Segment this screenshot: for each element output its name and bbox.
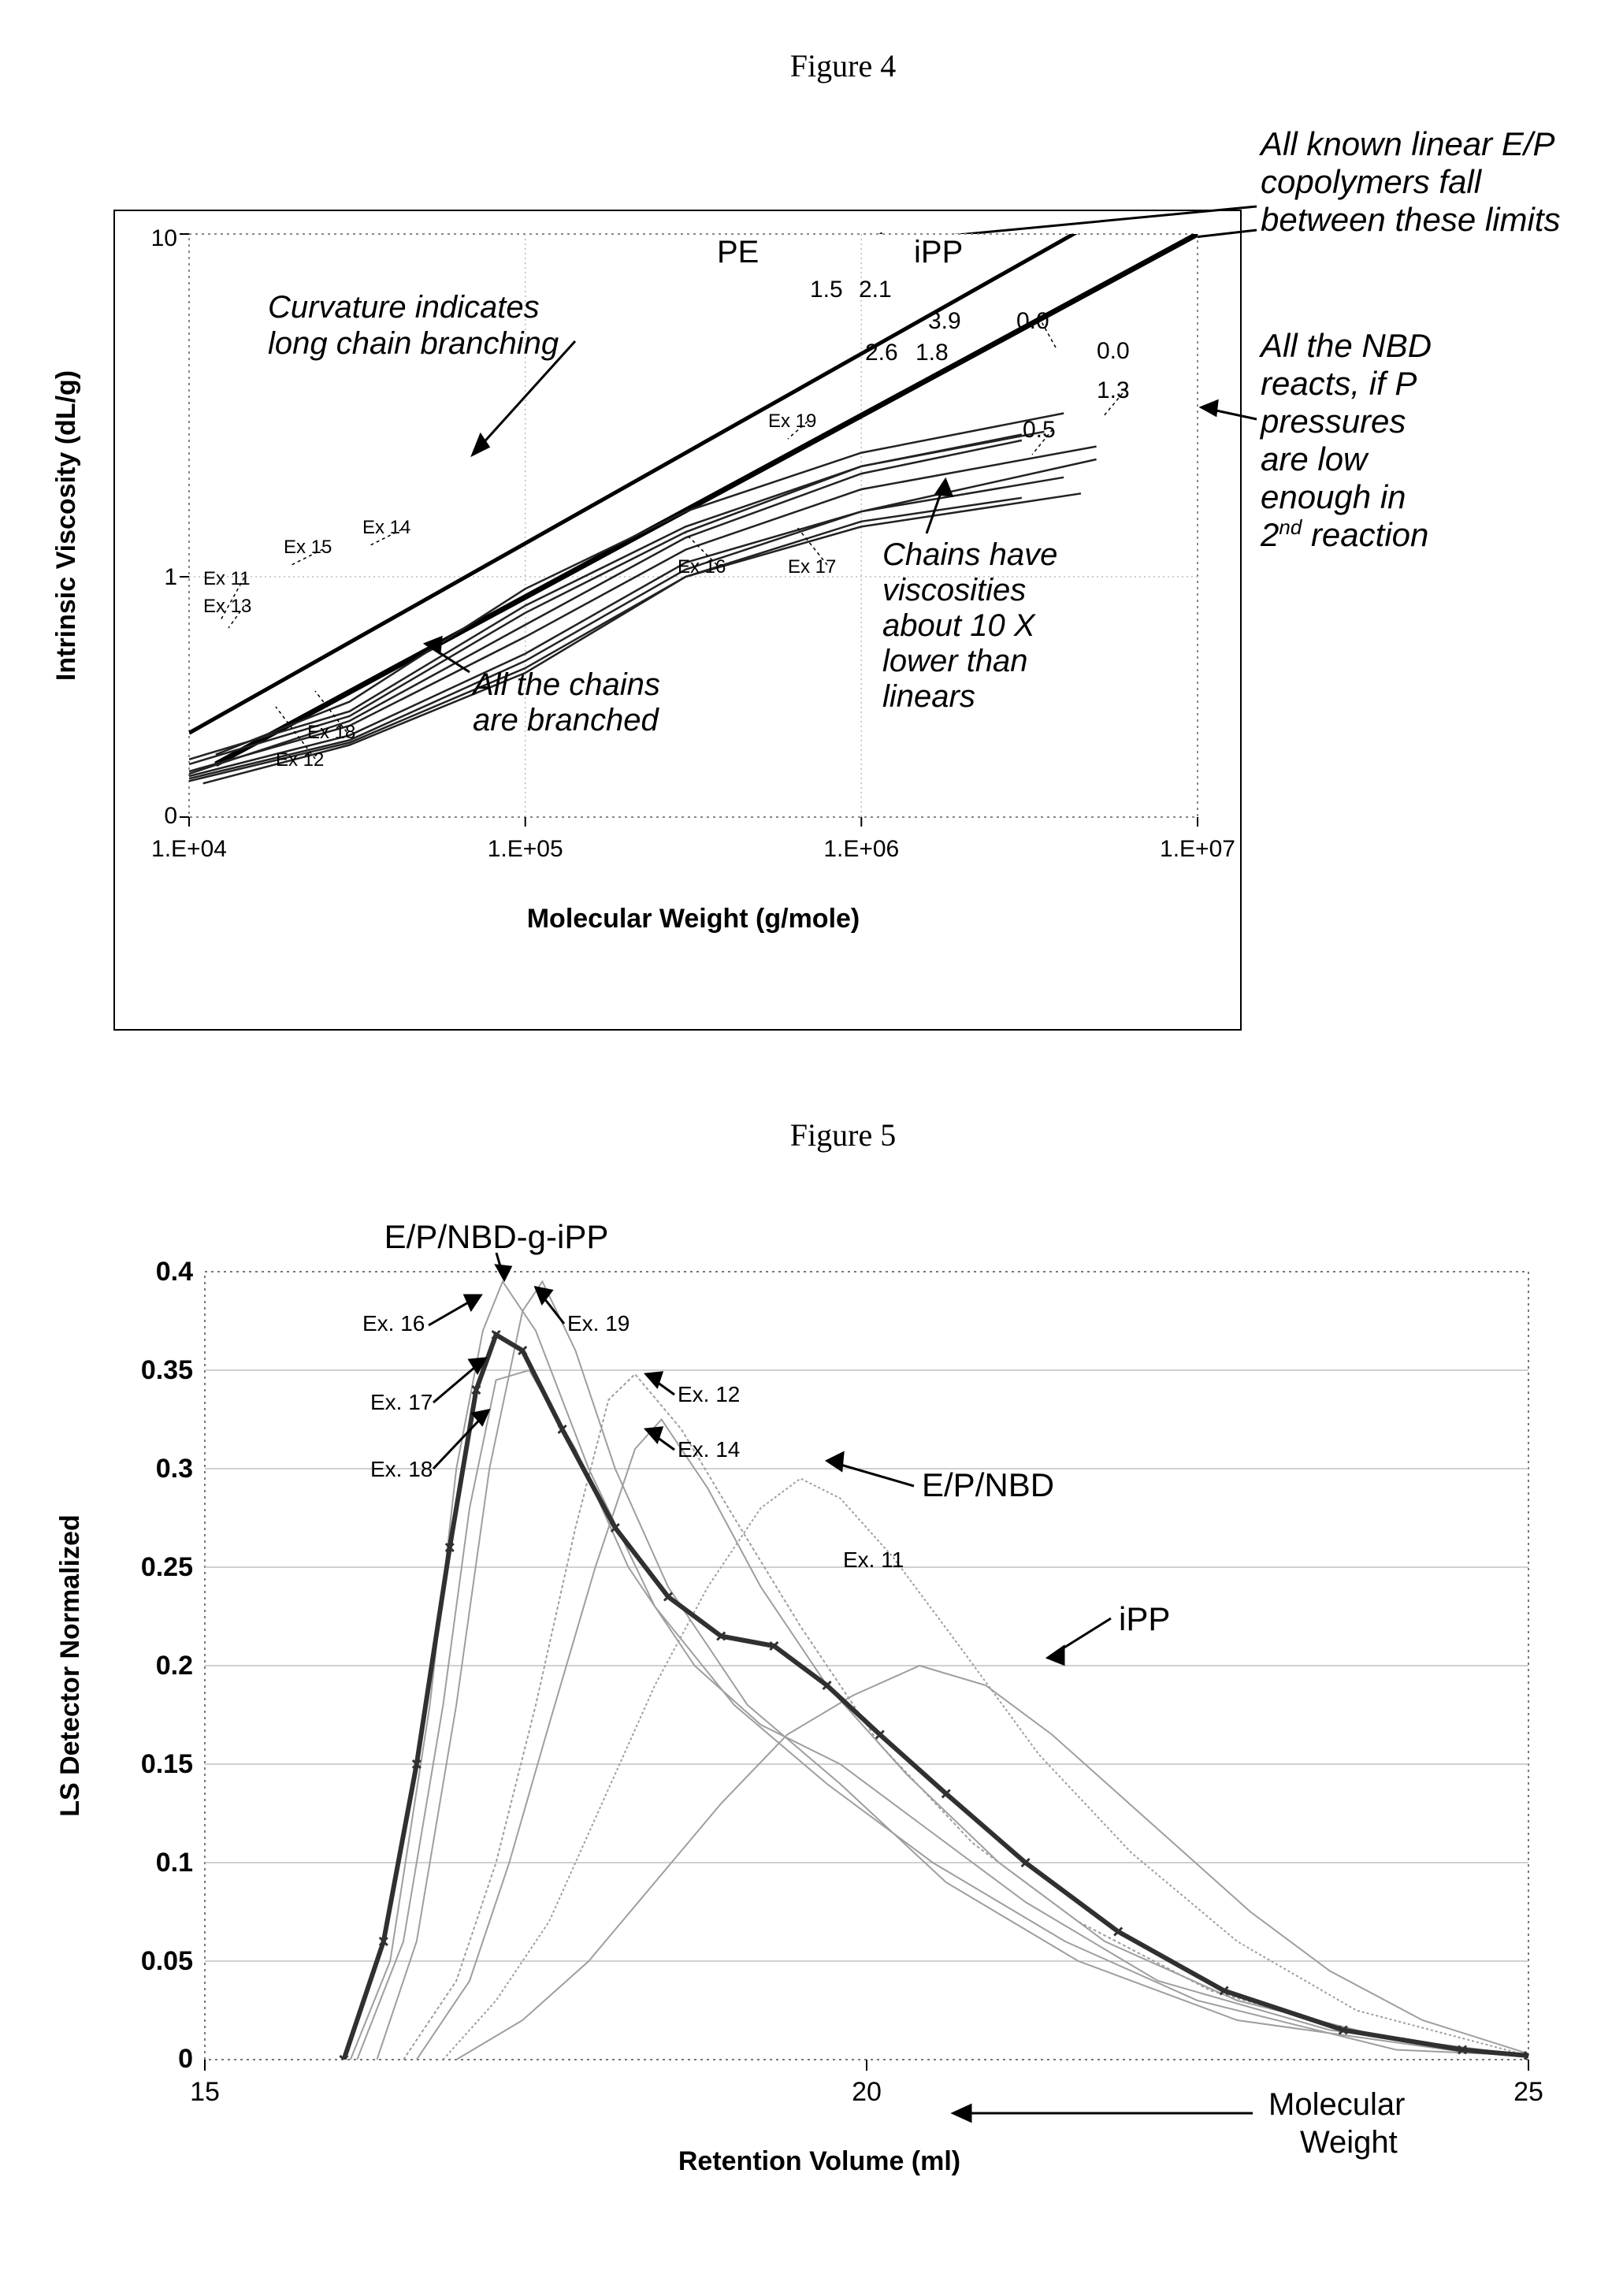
figure5-ipp-label: iPP — [1119, 1600, 1170, 1637]
svg-text:between these limits: between these limits — [1261, 201, 1561, 238]
svg-text:0: 0 — [164, 803, 177, 829]
svg-text:2.6: 2.6 — [865, 340, 898, 366]
svg-text:2nd reaction: 2nd reaction — [1260, 515, 1428, 553]
svg-text:Ex. 12: Ex. 12 — [678, 1382, 740, 1406]
figure4-annotation-right-side: All the NBD reacts, if P pressures are l… — [1258, 327, 1432, 553]
svg-text:1.E+07: 1.E+07 — [1160, 836, 1235, 862]
page: Figure 4 All known linear E/P copolymers… — [32, 47, 1623, 2201]
svg-text:Ex. 11: Ex. 11 — [843, 1547, 904, 1572]
svg-text:0.1: 0.1 — [156, 1848, 193, 1878]
svg-text:0.15: 0.15 — [141, 1749, 193, 1779]
figure5-top-label: E/P/NBD-g-iPP — [384, 1218, 609, 1255]
svg-text:Ex. 19: Ex. 19 — [567, 1311, 630, 1336]
svg-text:3.9: 3.9 — [928, 308, 961, 334]
svg-text:Ex. 17: Ex. 17 — [370, 1390, 433, 1414]
figure5-svg: 0 0.05 0.1 0.15 0.2 0.25 0.3 0.35 0.4 15… — [32, 1177, 1623, 2201]
svg-text:Molecular: Molecular — [1268, 2087, 1405, 2122]
svg-text:Weight: Weight — [1300, 2125, 1398, 2160]
svg-text:2.1: 2.1 — [859, 277, 892, 303]
svg-text:20: 20 — [852, 2077, 882, 2107]
svg-text:Ex 18: Ex 18 — [307, 722, 355, 743]
svg-text:lower than: lower than — [882, 644, 1028, 678]
svg-text:25: 25 — [1513, 2077, 1543, 2107]
svg-text:0.3: 0.3 — [156, 1454, 193, 1484]
svg-text:0.5: 0.5 — [1023, 417, 1056, 443]
svg-text:0.2: 0.2 — [156, 1651, 193, 1681]
figure5-yticks: 0 0.05 0.1 0.15 0.2 0.25 0.3 0.35 0.4 — [141, 1257, 193, 2074]
svg-text:linears: linears — [882, 679, 975, 714]
figure4-yticks: 0 1 10 — [151, 225, 177, 829]
figure5-xlabel: Retention Volume (ml) — [678, 2146, 960, 2176]
figure4-annotation-top-right: All known linear E/P copolymers fall bet… — [1258, 125, 1561, 238]
figure4-title: Figure 4 — [32, 47, 1623, 84]
svg-text:copolymers fall: copolymers fall — [1261, 163, 1483, 200]
svg-text:1.E+04: 1.E+04 — [151, 836, 227, 862]
figure5-title: Figure 5 — [32, 1116, 1623, 1154]
svg-text:1.5: 1.5 — [810, 277, 843, 303]
svg-text:All the NBD: All the NBD — [1258, 327, 1432, 364]
figure5-tickmarks — [205, 2060, 1528, 2071]
svg-text:pressures: pressures — [1259, 403, 1406, 440]
svg-text:Ex 19: Ex 19 — [768, 411, 816, 432]
svg-text:Ex. 14: Ex. 14 — [678, 1437, 740, 1462]
figure4-xlabel: Molecular Weight (g/mole) — [527, 904, 860, 934]
figure5-mid-label: E/P/NBD — [922, 1466, 1054, 1503]
figure5-ylabel: LS Detector Normalized — [55, 1514, 85, 1817]
svg-text:are branched: are branched — [473, 703, 659, 737]
svg-text:15: 15 — [190, 2077, 220, 2107]
svg-text:0.05: 0.05 — [141, 1946, 193, 1976]
svg-text:1: 1 — [164, 564, 177, 590]
svg-text:about 10 X: about 10 X — [882, 608, 1036, 643]
svg-text:reacts, if P: reacts, if P — [1261, 365, 1417, 402]
svg-text:0.0: 0.0 — [1097, 338, 1130, 364]
svg-text:10: 10 — [151, 225, 177, 251]
svg-text:1.8: 1.8 — [915, 340, 949, 366]
figure4-wrapper: All known linear E/P copolymers fall bet… — [32, 108, 1623, 1053]
figure4-ipp-label: iPP — [914, 235, 963, 269]
svg-text:0.4: 0.4 — [156, 1257, 193, 1287]
svg-text:long chain branching: long chain branching — [268, 326, 559, 361]
figure4-svg: All known linear E/P copolymers fall bet… — [32, 108, 1623, 1053]
svg-text:Ex 12: Ex 12 — [276, 749, 324, 771]
svg-text:Curvature indicates: Curvature indicates — [268, 290, 540, 325]
svg-text:Ex 16: Ex 16 — [678, 556, 726, 578]
svg-text:viscosities: viscosities — [882, 573, 1026, 607]
svg-text:Chains have: Chains have — [882, 537, 1057, 572]
figure5-mw-label: Molecular Weight — [1268, 2087, 1405, 2160]
svg-text:Ex 17: Ex 17 — [788, 556, 836, 578]
svg-text:0: 0 — [178, 2044, 193, 2074]
svg-text:1.E+06: 1.E+06 — [823, 836, 899, 862]
svg-text:Ex 14: Ex 14 — [362, 517, 410, 538]
svg-text:0.25: 0.25 — [141, 1552, 193, 1582]
figure5-wrapper: 0 0.05 0.1 0.15 0.2 0.25 0.3 0.35 0.4 15… — [32, 1177, 1623, 2201]
svg-text:0.35: 0.35 — [141, 1355, 193, 1385]
svg-text:are low: are low — [1261, 440, 1369, 477]
svg-text:All the chains: All the chains — [471, 667, 660, 702]
svg-text:enough in: enough in — [1261, 478, 1406, 515]
svg-text:0.0: 0.0 — [1016, 308, 1049, 334]
svg-text:Ex. 16: Ex. 16 — [362, 1311, 425, 1336]
svg-text:1.E+05: 1.E+05 — [488, 836, 563, 862]
svg-text:Ex 15: Ex 15 — [284, 537, 332, 558]
svg-text:Ex. 18: Ex. 18 — [370, 1457, 433, 1481]
figure4-ylabel: Intrinsic Viscosity (dL/g) — [51, 370, 81, 681]
figure4-pe-label: PE — [717, 235, 759, 269]
svg-text:All known linear E/P: All known linear E/P — [1258, 125, 1555, 162]
figure4-xticks: 1.E+04 1.E+05 1.E+06 1.E+07 — [151, 836, 1235, 862]
